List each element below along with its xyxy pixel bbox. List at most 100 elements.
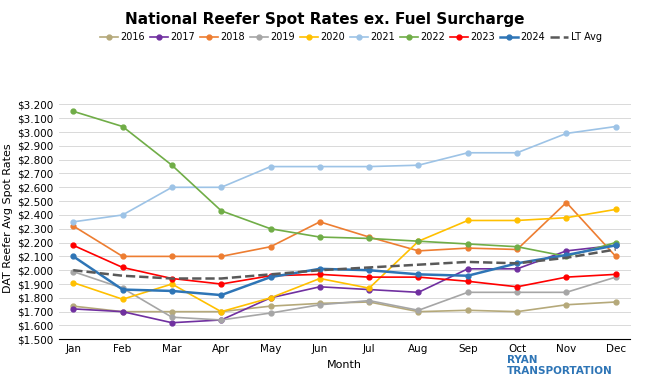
Y-axis label: DAT Reefer Avg Spot Rates: DAT Reefer Avg Spot Rates (3, 144, 13, 293)
2017 (464, 266, 472, 271)
2018 (415, 248, 422, 253)
2018 (70, 223, 77, 228)
2017 (316, 284, 324, 289)
LT Avg (612, 247, 619, 252)
2020 (168, 282, 176, 286)
2018 (365, 235, 373, 239)
2024 (316, 266, 324, 271)
Line: 2018: 2018 (71, 200, 618, 259)
LT Avg (464, 260, 472, 264)
2017 (415, 290, 422, 295)
2019 (415, 308, 422, 313)
2017 (70, 307, 77, 311)
2019 (266, 311, 274, 316)
Text: DAT: DAT (19, 360, 59, 379)
2017 (562, 248, 570, 253)
2016 (562, 302, 570, 307)
2023 (119, 265, 127, 270)
LT Avg (168, 276, 176, 281)
2022 (217, 209, 225, 213)
2021 (612, 124, 619, 129)
LT Avg (70, 268, 77, 273)
2016 (612, 300, 619, 304)
2024 (70, 254, 77, 259)
2021 (217, 185, 225, 190)
2019 (70, 269, 77, 274)
2024 (562, 253, 570, 257)
Line: 2020: 2020 (71, 207, 618, 314)
2021 (365, 164, 373, 169)
2022 (464, 242, 472, 246)
2023 (70, 243, 77, 248)
2023 (217, 282, 225, 286)
2017 (365, 287, 373, 292)
2016 (464, 308, 472, 313)
2021 (514, 151, 521, 155)
2016 (365, 300, 373, 304)
Line: LT Avg: LT Avg (73, 250, 616, 278)
Line: 2023: 2023 (71, 243, 618, 289)
Line: 2016: 2016 (71, 300, 618, 314)
LT Avg (217, 276, 225, 281)
2022 (365, 236, 373, 241)
2022 (70, 109, 77, 113)
2018 (562, 200, 570, 205)
2017 (217, 317, 225, 322)
2019 (119, 286, 127, 291)
2016 (168, 309, 176, 314)
2020 (70, 280, 77, 285)
Line: 2021: 2021 (71, 124, 618, 224)
X-axis label: Month: Month (327, 360, 362, 370)
2019 (562, 290, 570, 295)
2022 (168, 163, 176, 168)
2017 (119, 309, 127, 314)
2024 (464, 273, 472, 278)
LT Avg (119, 273, 127, 278)
2023 (612, 272, 619, 277)
2020 (612, 207, 619, 212)
Line: 2017: 2017 (71, 243, 618, 325)
2021 (316, 164, 324, 169)
2023 (316, 272, 324, 277)
2024 (217, 293, 225, 298)
2021 (119, 213, 127, 217)
2024 (514, 261, 521, 266)
2019 (365, 298, 373, 303)
2018 (119, 254, 127, 259)
LT Avg (316, 268, 324, 273)
2018 (168, 254, 176, 259)
2019 (168, 315, 176, 319)
2019 (217, 317, 225, 322)
2023 (514, 284, 521, 289)
Line: 2024: 2024 (71, 243, 618, 298)
Line: 2022: 2022 (71, 109, 618, 259)
2024 (168, 289, 176, 293)
2016 (415, 309, 422, 314)
2020 (464, 218, 472, 223)
2020 (316, 276, 324, 281)
2023 (365, 275, 373, 280)
2019 (316, 302, 324, 307)
2022 (119, 124, 127, 129)
LT Avg (514, 261, 521, 266)
2023 (266, 273, 274, 278)
2016 (119, 309, 127, 314)
2016 (217, 309, 225, 314)
2017 (612, 243, 619, 248)
2022 (514, 245, 521, 249)
2021 (168, 185, 176, 190)
2020 (415, 239, 422, 243)
2016 (514, 309, 521, 314)
2018 (612, 254, 619, 259)
Line: 2019: 2019 (71, 269, 618, 323)
2021 (464, 151, 472, 155)
LT Avg (415, 262, 422, 267)
2020 (119, 297, 127, 301)
2024 (365, 268, 373, 273)
2020 (562, 215, 570, 220)
Legend: 2016, 2017, 2018, 2019, 2020, 2021, 2022, 2023, 2024, LT Avg: 2016, 2017, 2018, 2019, 2020, 2021, 2022… (100, 32, 602, 42)
2017 (266, 296, 274, 300)
2019 (514, 290, 521, 295)
2018 (464, 246, 472, 250)
2020 (365, 286, 373, 291)
